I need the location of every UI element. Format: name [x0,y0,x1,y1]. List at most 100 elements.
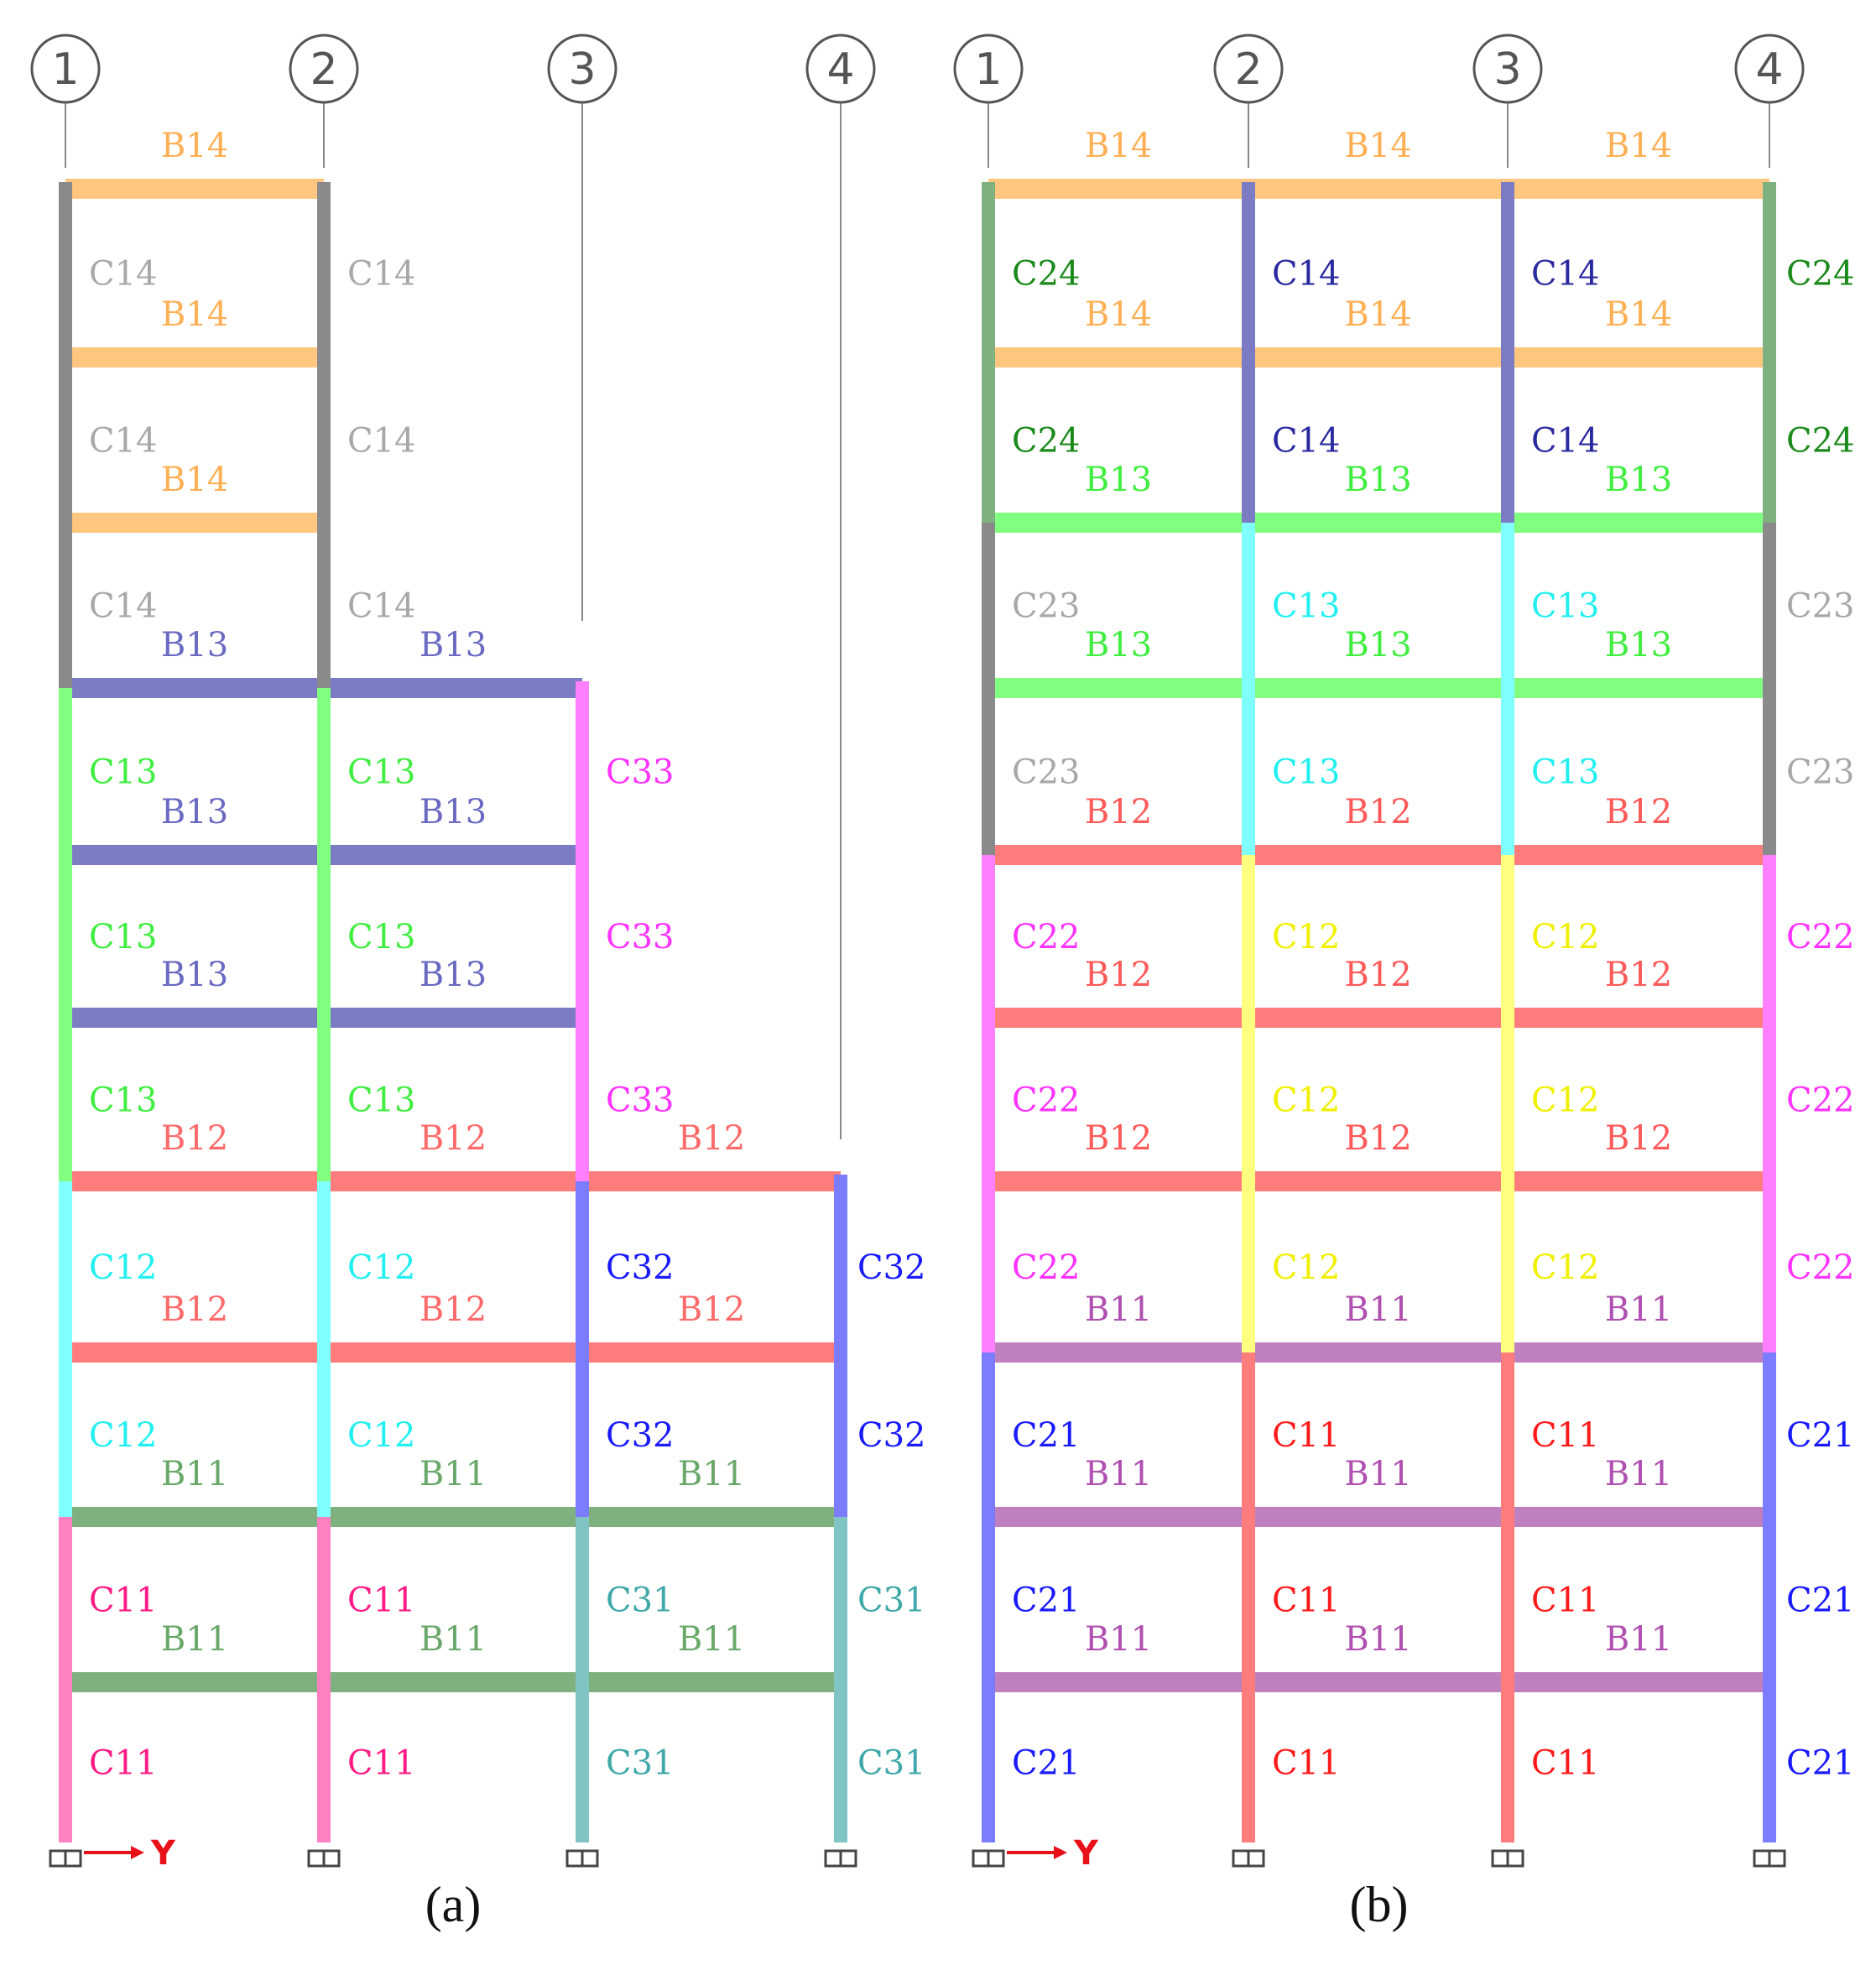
beam-label: B12 [419,1119,487,1158]
beam-B13 [65,845,324,865]
column-label: C11 [1531,1582,1600,1620]
beam-B14 [988,347,1248,367]
grid-bubble-3 [547,34,618,104]
beam-label: B11 [678,1455,745,1493]
column-label: C32 [606,1248,675,1287]
column-C14 [1242,182,1255,357]
column-C11 [59,1510,72,1682]
beam-B11 [582,1507,841,1527]
beam-B14 [65,513,324,533]
column-C23 [1763,516,1776,688]
column-label: C11 [1272,1744,1341,1783]
column-C13 [1242,681,1255,855]
column-C23 [1763,681,1776,855]
column-label: C11 [1272,1416,1341,1455]
column-label: C13 [347,1081,416,1120]
column-C14 [59,516,72,688]
beam-B13 [1248,678,1508,698]
beam-B12 [324,1171,582,1191]
beam-B13 [324,1008,582,1028]
column-label: C12 [347,1248,416,1287]
beam-B12 [1508,845,1769,865]
column-C23 [982,681,995,855]
y-axis-label: Y [1073,1834,1099,1873]
column-label: C11 [1531,1416,1600,1455]
beam-label: B14 [1605,127,1672,165]
column-C11 [59,1676,72,1842]
beam-label: B11 [1344,1620,1411,1659]
column-label: C32 [857,1248,926,1287]
column-label: C22 [1786,1081,1855,1120]
grid-number: 1 [974,44,1002,95]
column-label: C14 [1531,255,1600,294]
beam-label: B14 [1085,295,1152,334]
beam-B12 [65,1342,324,1363]
column-C21 [1763,1346,1776,1517]
grid-number: 1 [51,44,79,95]
column-C13 [1501,516,1514,688]
beam-label: B11 [161,1620,228,1659]
beam-B13 [324,845,582,865]
beam-B11 [1248,1342,1508,1363]
column-C11 [1501,1346,1514,1517]
column-label: C22 [1786,1248,1855,1287]
beam-label: B13 [1605,461,1672,499]
beam-label: B13 [1605,626,1672,664]
beam-label: B12 [1344,1119,1411,1158]
column-label: C21 [1012,1416,1081,1455]
column-label: C11 [347,1582,416,1620]
beam-label: B14 [161,461,228,499]
column-C22 [982,1175,995,1352]
beam-B13 [324,678,582,698]
column-C11 [1242,1676,1255,1842]
beam-B14 [988,179,1248,199]
column-label: C21 [1786,1582,1855,1620]
frame-b: 1 2 3 4 B11 B11 B11 B11 B11 B11 B11 B11 B11 B12 B12 B12… [953,34,1855,1932]
beam-B11 [1248,1507,1508,1527]
beam-label: B14 [161,127,228,165]
grid-bubble-2 [289,34,359,104]
column-C31 [834,1676,847,1842]
grid-bubble-1 [953,34,1024,104]
column-label: C11 [1531,1744,1600,1783]
beam-label: B11 [1605,1290,1672,1329]
beam-B12 [1248,1008,1508,1028]
column-C32 [834,1346,847,1517]
beam-label: B12 [1085,1119,1152,1158]
beam-B11 [65,1672,324,1692]
beam-B11 [582,1672,841,1692]
column-label: C32 [606,1416,675,1455]
column-label: C24 [1012,422,1081,461]
y-axis-arrow-head [1054,1846,1067,1859]
beam-label: B13 [419,956,487,994]
beam-B11 [988,1672,1248,1692]
column-C31 [576,1510,589,1682]
column-label: C14 [89,255,158,294]
column-C12 [1501,848,1514,1018]
beam-label: B12 [1085,956,1152,994]
column-label: C13 [1272,587,1341,626]
column-C32 [576,1175,589,1352]
column-label: C22 [1012,918,1081,956]
column-label: C12 [1531,1248,1600,1287]
column-C22 [1763,848,1776,1018]
beam-B11 [988,1507,1248,1527]
column-C13 [1242,516,1255,688]
column-label: C14 [347,255,416,294]
beam-B11 [1248,1672,1508,1692]
column-label: C13 [1531,587,1600,626]
column-label: C33 [606,918,675,956]
column-C14 [1242,351,1255,523]
column-label: C14 [347,422,416,461]
beam-label: B12 [161,1290,228,1329]
column-label: C11 [89,1582,158,1620]
column-C14 [317,516,331,688]
column-C13 [317,1011,331,1181]
column-label: C12 [1272,1081,1341,1120]
grid-number: 3 [1493,44,1521,95]
beam-label: B13 [161,626,228,664]
beam-B12 [582,1171,841,1191]
column-C14 [317,351,331,523]
frame-a: 1 2 3 4 B11 B11 B11 B11 B11 B11 B12 B12 B12 B12 B12 B12… [30,34,926,1932]
